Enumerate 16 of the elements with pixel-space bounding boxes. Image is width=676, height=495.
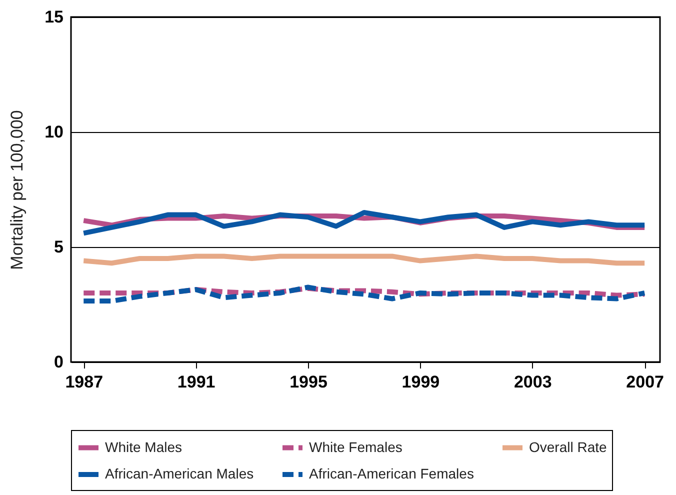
y-tick-label: 15 <box>44 8 64 26</box>
x-tick-label: 1995 <box>290 372 328 392</box>
legend-label: White Females <box>309 438 402 455</box>
y-axis-title: Mortality per 100,000 <box>8 110 27 270</box>
x-tick-label: 1999 <box>402 372 440 392</box>
legend-label: White Males <box>105 438 182 455</box>
legend-label: Overall Rate <box>529 438 608 455</box>
legend-label: African-American Males <box>105 466 254 482</box>
y-tick-label: 10 <box>44 122 64 142</box>
x-tick-label: 2007 <box>626 372 664 392</box>
x-tick-label: 1987 <box>65 372 104 392</box>
y-tick-label: 0 <box>54 352 64 372</box>
x-tick-label: 2003 <box>514 372 552 392</box>
y-tick-label: 5 <box>54 238 64 256</box>
x-tick-label: 1991 <box>177 372 216 392</box>
legend-label: African-American Females <box>309 466 474 482</box>
